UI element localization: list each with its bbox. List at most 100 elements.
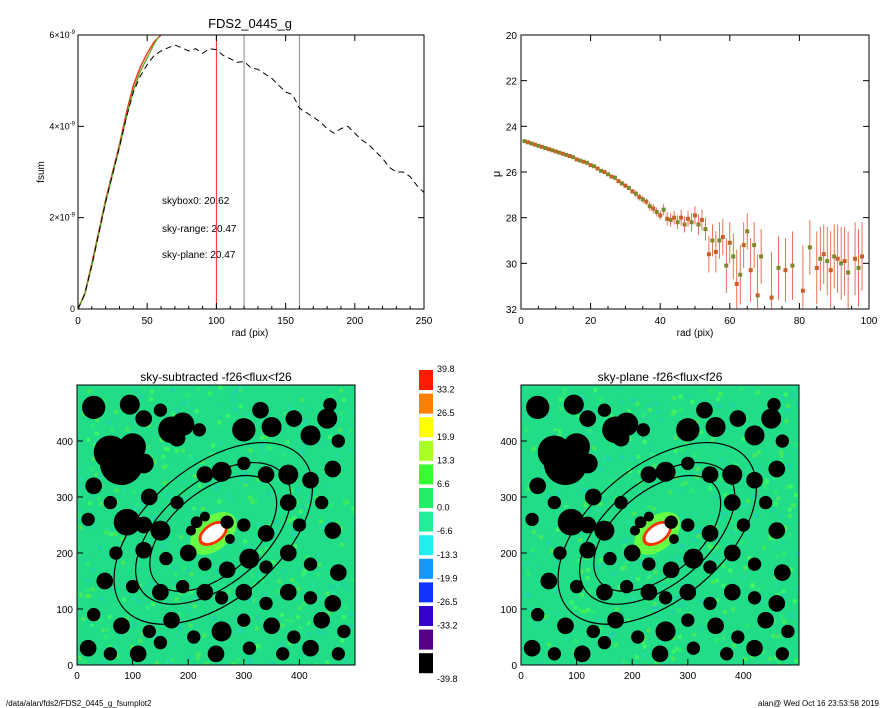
noise-pixel (91, 568, 96, 573)
masked-source (577, 453, 598, 474)
masked-source (619, 579, 634, 594)
masked-source (113, 508, 141, 536)
masked-source (747, 591, 762, 605)
noise-pixel (157, 632, 162, 637)
noise-pixel (794, 551, 799, 556)
noise-pixel (192, 604, 197, 609)
profile-point (818, 256, 823, 261)
masked-source (563, 394, 584, 415)
masked-source (723, 494, 741, 511)
profile-point (595, 166, 600, 171)
noise-pixel (196, 386, 201, 391)
noise-pixel (526, 571, 531, 576)
noise-pixel (679, 597, 684, 602)
noise-pixel (648, 442, 653, 447)
noise-pixel (113, 531, 118, 536)
profile-point (814, 265, 819, 270)
profile-point (717, 238, 722, 243)
profile-point (720, 235, 725, 240)
noise-pixel (100, 600, 105, 605)
noise-pixel (248, 495, 253, 500)
profile-chart: rad (pix) μ 0 20 40 60 80 100 20 22 24 26 28 30 32 (491, 31, 878, 339)
noise-pixel (624, 560, 629, 565)
masked-source (279, 583, 297, 601)
noise-pixel (670, 596, 675, 601)
colorbar-label: -6.6 (437, 526, 453, 536)
noise-pixel (150, 602, 155, 607)
noise-pixel (535, 623, 540, 628)
colorbar-swatch (419, 511, 433, 532)
colorbar-label: -26.5 (437, 597, 458, 607)
noise-pixel (586, 487, 591, 492)
noise-pixel (577, 484, 582, 489)
masked-source (634, 516, 647, 529)
noise-pixel (776, 496, 781, 501)
noise-pixel (78, 509, 83, 514)
noise-pixel (191, 506, 196, 511)
noise-pixel (107, 644, 112, 649)
image-x-tick-label: 400 (735, 671, 752, 682)
noise-pixel (539, 534, 544, 539)
image-frame (520, 384, 800, 666)
noise-pixel (202, 617, 207, 622)
colorbar-label: 26.5 (437, 408, 455, 418)
noise-pixel (274, 529, 279, 534)
noise-pixel (639, 560, 644, 565)
noise-pixel (756, 586, 761, 591)
noise-pixel (677, 634, 682, 639)
noise-pixel (194, 408, 199, 413)
masked-source (220, 515, 234, 529)
colorbar-swatch (419, 558, 433, 579)
noise-pixel (304, 555, 309, 560)
noise-pixel (97, 474, 102, 479)
profile-point (703, 227, 708, 232)
masked-source (746, 471, 763, 489)
image-y-tick-label: 100 (56, 605, 73, 616)
noise-pixel (785, 403, 790, 408)
noise-pixel (300, 449, 305, 454)
noise-pixel (538, 662, 543, 665)
noise-pixel (178, 591, 183, 596)
noise-pixel (353, 522, 355, 527)
noise-pixel (82, 659, 87, 664)
profile-point (529, 141, 534, 146)
noise-pixel (353, 510, 355, 515)
noise-pixel (331, 662, 336, 665)
noise-pixel (779, 449, 784, 454)
image-x-tick-label: 100 (568, 671, 585, 682)
noise-pixel (679, 581, 684, 586)
profile-y-tick-label: 26 (506, 168, 518, 179)
profile-point (623, 183, 628, 188)
noise-pixel (723, 492, 728, 497)
profile-point (839, 261, 844, 266)
noise-pixel (189, 405, 194, 410)
noise-pixel (185, 568, 190, 573)
noise-pixel (200, 506, 205, 511)
noise-pixel (746, 499, 751, 504)
noise-pixel (682, 602, 687, 607)
profile-point (571, 155, 576, 160)
noise-pixel (247, 661, 252, 665)
noise-pixel (793, 492, 798, 497)
noise-pixel (171, 412, 176, 417)
noise-pixel (214, 486, 219, 491)
noise-pixel (91, 456, 96, 461)
masked-source (103, 647, 118, 661)
colorbar-label: 13.3 (437, 455, 455, 465)
noise-pixel (603, 457, 608, 462)
noise-pixel (784, 419, 789, 424)
sky-plane-image-panel: sky-plane -f26<flux<f26 0 100 200 300 400 0 10… (500, 370, 800, 682)
masked-source (701, 525, 719, 542)
noise-pixel (188, 623, 193, 628)
noise-pixel (648, 611, 653, 616)
noise-pixel (590, 663, 595, 665)
masked-source (96, 572, 114, 590)
masked-source (525, 512, 539, 527)
noise-pixel (169, 387, 174, 392)
masked-source (636, 423, 650, 437)
noise-pixel (696, 534, 701, 539)
profile-point (713, 249, 718, 254)
noise-pixel (558, 397, 563, 402)
noise-pixel (319, 525, 324, 530)
noise-pixel (299, 397, 304, 402)
